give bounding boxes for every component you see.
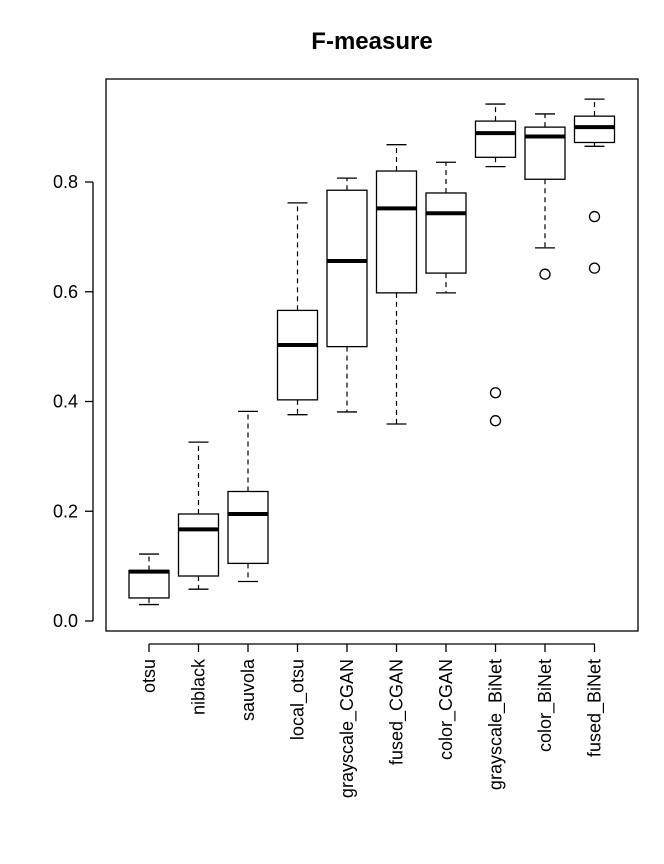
y-tick-label: 0.8 [53,172,78,192]
iqr-box [573,115,616,144]
x-tick-label: grayscale_BiNet [486,659,507,790]
box-fused_BiNet [573,98,616,274]
x-tick-label: fused_BiNet [585,659,606,757]
y-tick-label: 0.4 [53,392,78,412]
x-tick-label: color_BiNet [535,659,556,752]
y-tick-label: 0.0 [53,611,78,631]
x-tick-label: grayscale_CGAN [337,659,358,798]
box-grayscale_BiNet [474,103,517,427]
outlier-point [489,387,502,399]
iqr-box [177,513,220,577]
box-color_CGAN [425,161,467,294]
outlier-point [588,262,601,274]
y-tick-label: 0.2 [53,501,78,521]
outlier-point [539,268,551,280]
box-grayscale_CGAN [326,177,368,413]
box-fused_CGAN [375,144,418,425]
outlier-point [588,210,601,223]
iqr-box [474,120,517,158]
x-tick-label: otsu [139,659,159,693]
iqr-box [128,569,170,599]
boxes-layer [128,98,616,606]
chart-title: F-measure [311,28,432,55]
x-tick-label: sauvola [238,658,258,721]
iqr-box [375,170,418,294]
iqr-box [425,192,467,274]
x-tick-label: fused_CGAN [387,659,408,765]
iqr-box [524,126,566,180]
iqr-box [227,490,269,565]
y-tick-label: 0.6 [53,282,78,302]
iqr-box [326,189,368,348]
x-tick-label: niblack [189,658,209,715]
box-niblack [177,441,220,590]
y-axis-ticks: 0.0 0.2 0.4 0.6 0.8 [53,172,93,631]
box-local_otsu [276,202,319,416]
box-sauvola [227,410,269,583]
x-axis-ticks: otsu niblack sauvola local_otsu grayscale_CG… [139,644,606,798]
plot-frame [105,78,639,632]
box-otsu [128,553,170,606]
outlier-point [489,415,502,427]
x-tick-label: color_CGAN [436,659,457,760]
x-tick-label: local_otsu [288,659,309,740]
iqr-box [276,309,319,401]
box-color_BiNet [524,113,566,280]
